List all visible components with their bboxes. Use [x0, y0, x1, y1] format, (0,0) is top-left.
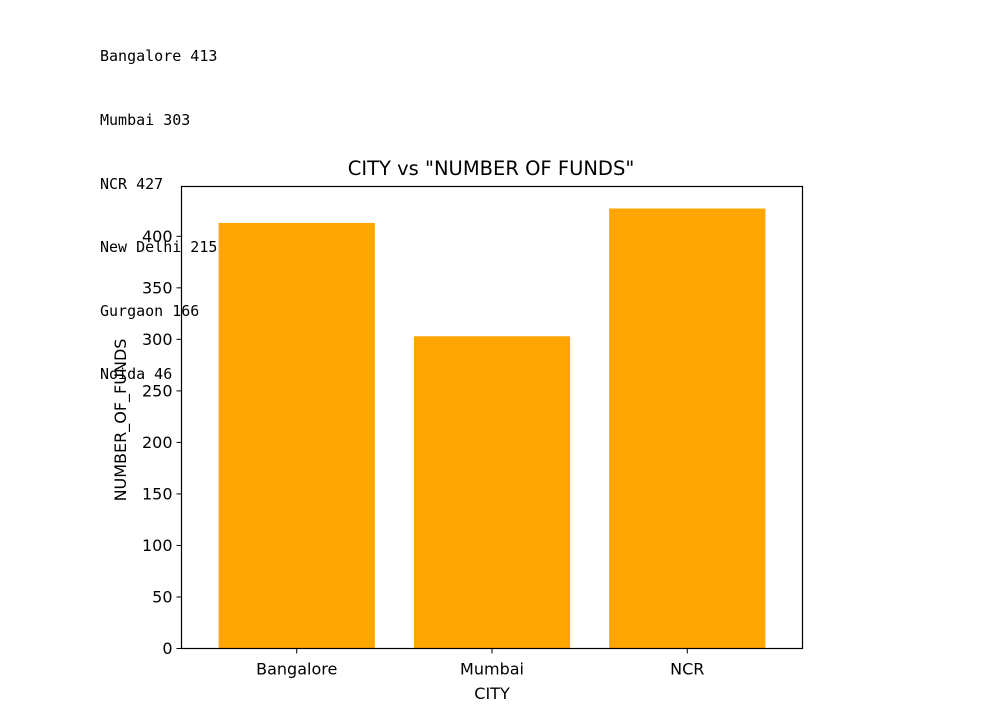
x-tick-label: Mumbai [460, 660, 524, 679]
y-tick-label: 100 [142, 536, 173, 555]
console-output: Bangalore 413 Mumbai 303 NCR 427 New Del… [100, 4, 217, 407]
y-ticks-group: 0 50 100 150 200 250 300 350 400 [142, 227, 182, 658]
plot-frame [180, 185, 804, 650]
x-tick-label: Bangalore [256, 660, 337, 679]
y-tick-label: 200 [142, 433, 173, 452]
console-line: Gurgaon 166 [100, 301, 200, 320]
y-tick-label: 250 [142, 381, 173, 400]
y-tick-label: 150 [142, 484, 173, 503]
y-tick-label: 0 [162, 639, 172, 658]
x-tick-label: NCR [670, 660, 704, 679]
console-line: Mumbai 303 [100, 111, 191, 130]
y-tick-label: 50 [152, 587, 172, 606]
console-line: NCR 427 [100, 174, 164, 193]
y-tick-label: 300 [142, 330, 173, 349]
console-line: New Delhi 215 [100, 238, 218, 257]
bar-ncr [609, 208, 766, 649]
y-tick-label: 400 [142, 227, 173, 246]
x-axis-label: CITY [474, 684, 510, 703]
console-line: Noida 46 [100, 365, 173, 384]
bars-group [218, 208, 766, 649]
bar-bangalore [218, 222, 375, 649]
y-tick-label: 350 [142, 278, 173, 297]
bar-mumbai [413, 336, 571, 649]
y-axis-label: NUMBER_OF_FUNDS [111, 339, 131, 502]
console-line: Bangalore 413 [100, 47, 218, 66]
x-ticks-group: Bangalore Mumbai NCR [256, 648, 704, 679]
chart-title: CITY vs "NUMBER OF FUNDS" [348, 157, 635, 180]
